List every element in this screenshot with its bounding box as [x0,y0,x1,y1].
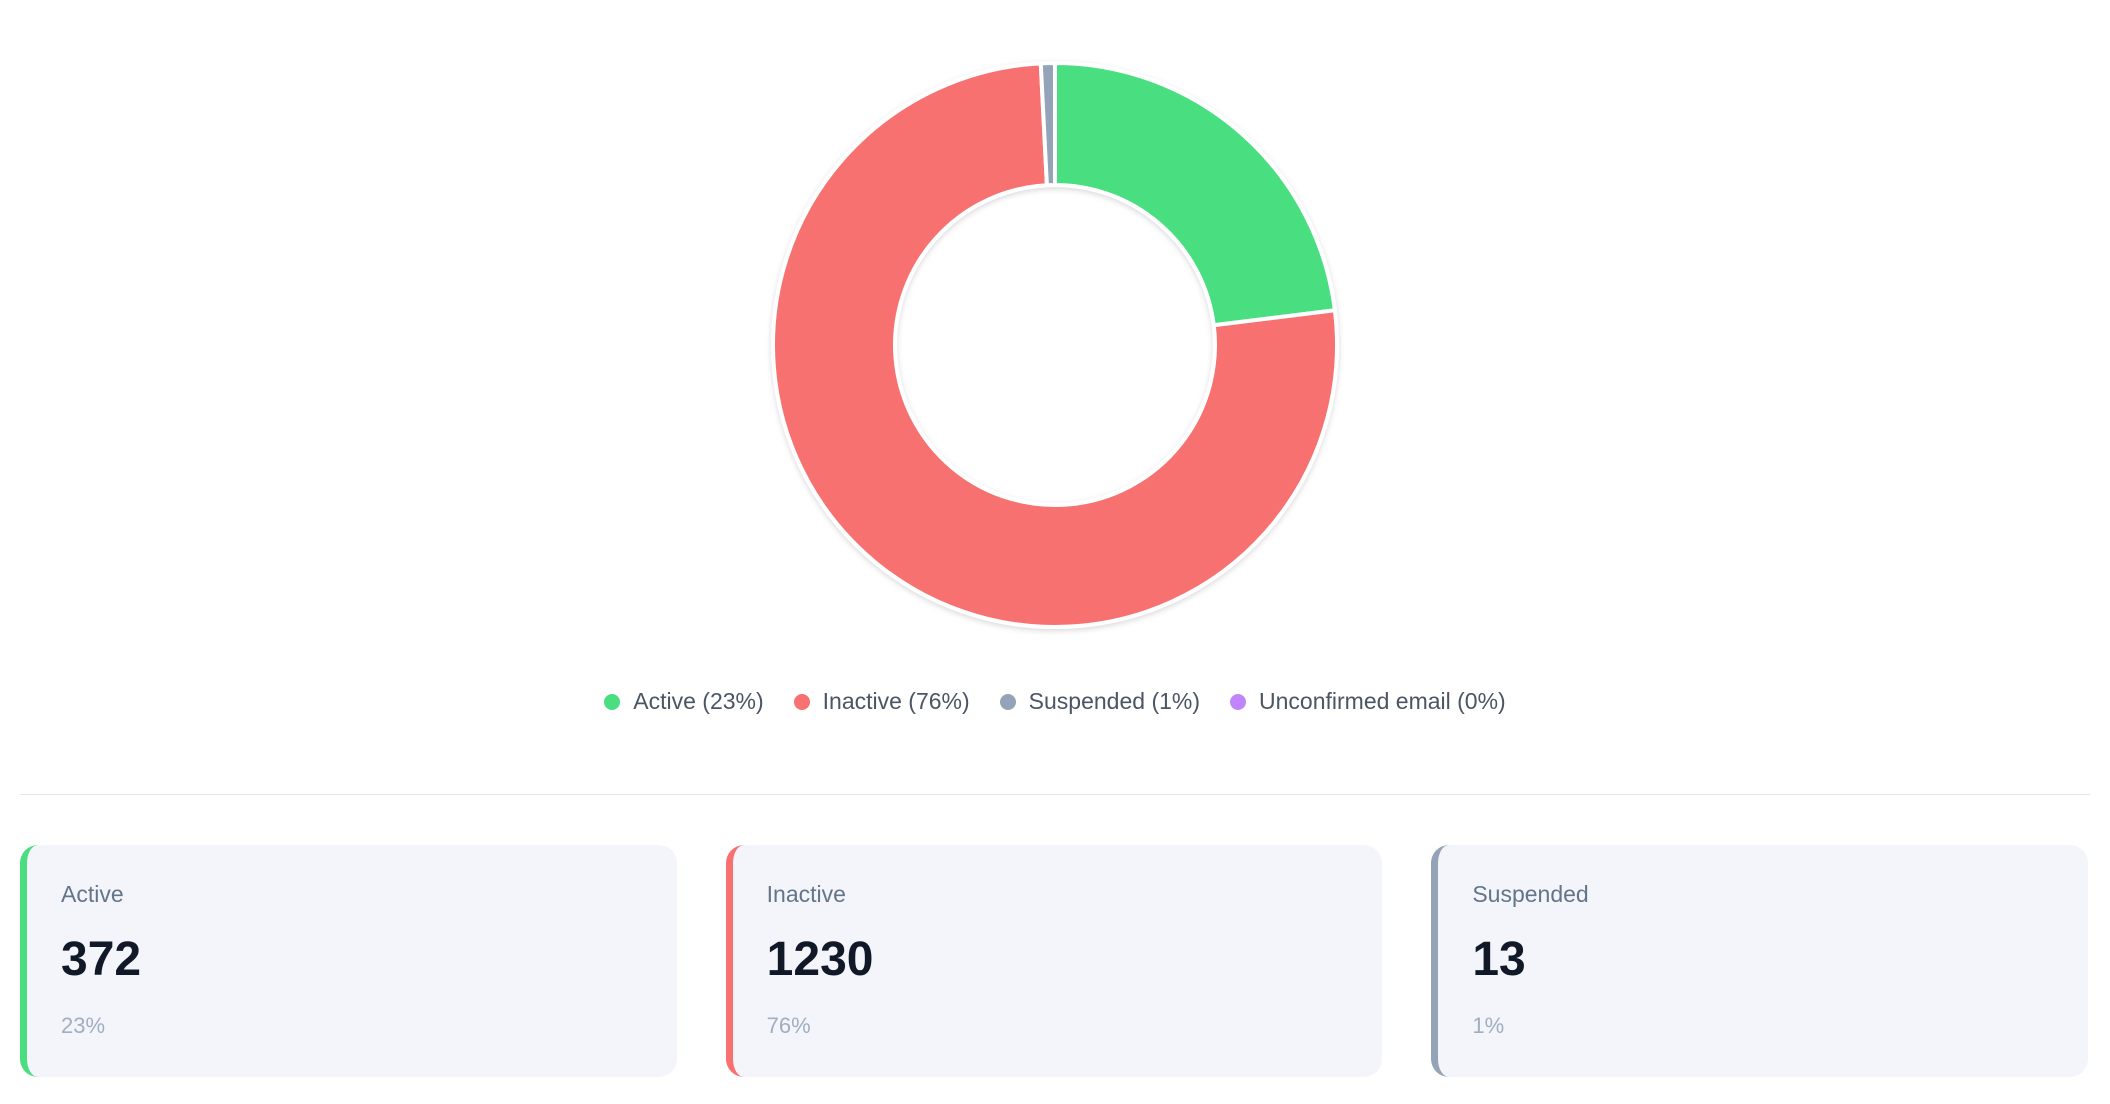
legend-dot-suspended [999,693,1016,710]
legend-label-inactive: Inactive (76%) [822,688,970,714]
stat-card-percent: 1% [1472,1013,1505,1038]
legend-item-active[interactable]: Active (23%) [604,688,764,715]
section-divider [20,794,2090,795]
donut-slice-active[interactable] [1053,61,1337,328]
stat-cards: Active 372 23% Inactive 1230 76% Suspend… [20,845,2089,1077]
chart-legend: Active (23%) Inactive (76%) Suspended (1… [0,688,2110,715]
stat-card-value: 13 [1472,933,1526,986]
stat-card-active: Active 372 23% [20,845,677,1077]
legend-label-unconfirmed: Unconfirmed email (0%) [1259,688,1506,714]
stat-card-label: Inactive [766,881,846,907]
legend-item-suspended[interactable]: Suspended (1%) [999,688,1201,715]
donut-svg [771,61,1339,629]
stat-card-label: Active [61,881,124,907]
donut-chart: Active (23%) Inactive (76%) Suspended (1… [604,61,1506,714]
stat-card-label: Suspended [1472,881,1589,907]
legend-item-inactive[interactable]: Inactive (76%) [793,688,970,715]
legend-item-unconfirmed[interactable]: Unconfirmed email (0%) [1230,688,1506,715]
legend-label-active: Active (23%) [633,688,764,714]
stat-card-value: 372 [61,933,142,986]
legend-label-suspended: Suspended (1%) [1028,688,1201,714]
stat-card-percent: 76% [766,1013,811,1038]
legend-dot-unconfirmed [1230,693,1247,710]
legend-dot-inactive [793,693,810,710]
stat-card-suspended: Suspended 13 1% [1431,845,2089,1077]
donut-slice-suspended[interactable] [1038,61,1057,188]
stat-card-inactive: Inactive 1230 76% [725,845,1383,1077]
donut-slice-inactive[interactable] [771,61,1339,629]
legend-dot-active [604,693,621,710]
stat-card-value: 1230 [766,933,874,986]
stat-card-percent: 23% [61,1013,106,1038]
